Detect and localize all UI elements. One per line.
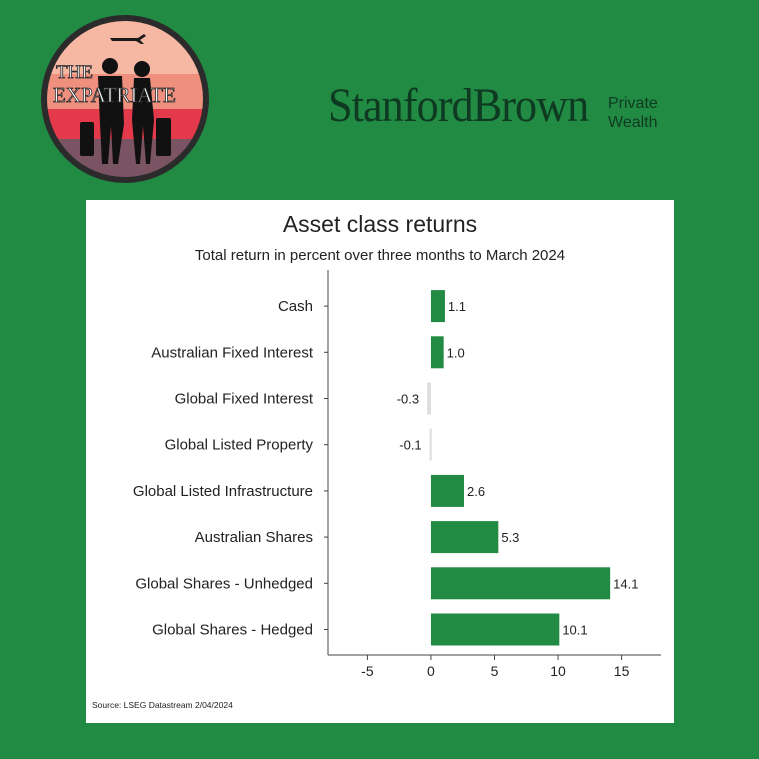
bar-chart: Cash 1.1 Australian Fixed Interest 1.0 Globa… <box>133 270 661 679</box>
bar <box>427 382 431 415</box>
bar <box>430 290 445 323</box>
chart-title: Asset class returns <box>282 211 478 237</box>
source-note: Source: LSEG Datastream 2/04/2024 <box>92 700 233 710</box>
data-label: -0.1 <box>399 438 421 453</box>
data-label: 10.1 <box>562 623 587 638</box>
category-label: Australian Shares <box>195 529 313 546</box>
data-label: 2.6 <box>467 484 485 499</box>
data-label: 14.1 <box>613 576 638 591</box>
category-label: Cash <box>278 298 313 315</box>
brand-subtitle: Private Wealth <box>608 94 658 132</box>
data-label: 1.0 <box>447 345 465 360</box>
brand-sub-line1: Private <box>608 95 658 112</box>
brand-name: StanfordBrown <box>328 79 589 132</box>
x-tick-label: 5 <box>491 663 499 679</box>
chart-subtitle: Total return in percent over three month… <box>194 247 566 264</box>
category-label: Global Shares - Unhedged <box>135 575 313 592</box>
category-label: Australian Fixed Interest <box>151 344 314 361</box>
x-tick-label: -5 <box>361 663 374 679</box>
x-tick-label: 10 <box>550 663 566 679</box>
x-tick-label: 0 <box>427 663 435 679</box>
bar <box>430 567 611 600</box>
bar <box>430 613 560 646</box>
data-label: 1.1 <box>448 299 466 314</box>
expatriate-logo: THE EXPATRIATE <box>40 14 210 184</box>
bar <box>430 474 464 507</box>
category-label: Global Shares - Hedged <box>152 622 313 639</box>
data-label: -0.3 <box>397 392 419 407</box>
data-label: 5.3 <box>501 530 519 545</box>
category-label: Global Listed Infrastructure <box>133 483 313 500</box>
badge-line1: THE <box>56 62 93 83</box>
badge-line2: EXPATRIATE <box>53 83 176 107</box>
category-label: Global Listed Property <box>165 437 314 454</box>
bar <box>429 428 432 461</box>
bar <box>430 336 444 369</box>
bar <box>430 521 499 554</box>
brand-sub-line2: Wealth <box>608 114 658 131</box>
category-label: Global Fixed Interest <box>175 391 314 408</box>
x-tick-label: 15 <box>614 663 630 679</box>
chart-card: Asset class returns Total return in perc… <box>86 200 674 723</box>
